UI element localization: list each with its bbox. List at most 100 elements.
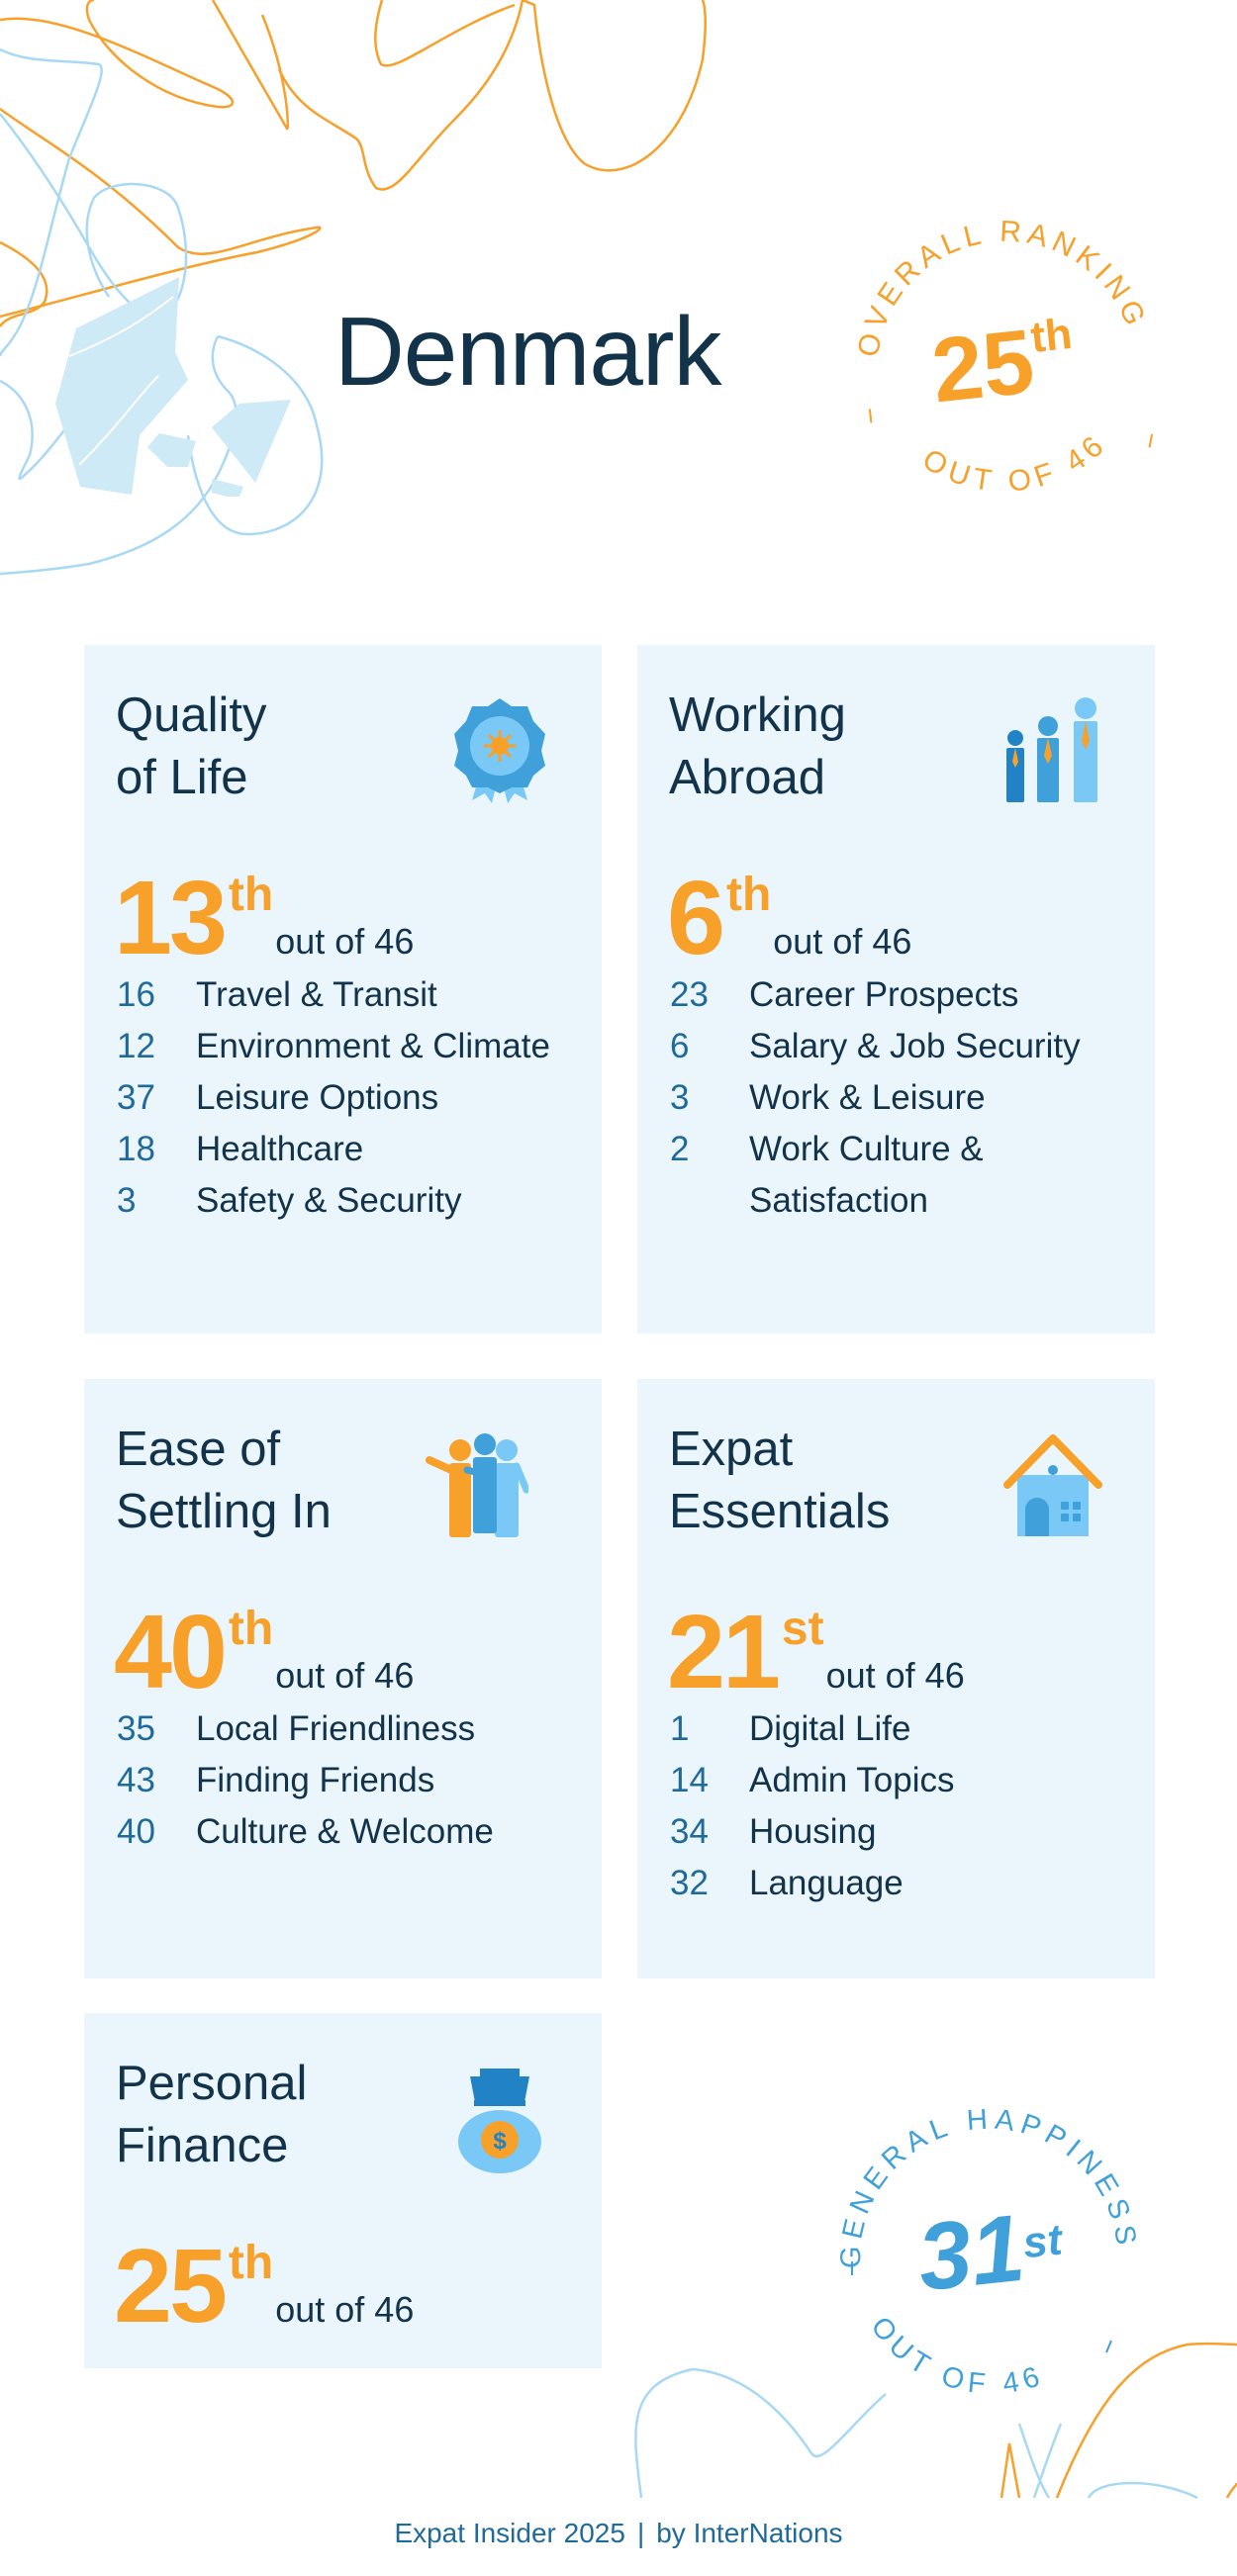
category-rank: 6thout of 46: [667, 843, 911, 1002]
card-title: Working Abroad: [669, 685, 846, 809]
card-title-line: Finance: [116, 2119, 289, 2172]
general-happiness-out-of: OUT OF 46: [864, 2311, 1043, 2401]
footer-separator: |: [636, 2518, 645, 2548]
overall-out-of: OUT OF 46: [914, 424, 1118, 508]
rank-number: 6: [667, 860, 725, 976]
item-label: Safety & Security: [196, 1181, 462, 1220]
country-title: Denmark: [334, 297, 722, 406]
item-label: Culture & Welcome: [196, 1812, 494, 1851]
rank-suffix: st: [781, 1603, 824, 1655]
item-label: Healthcare: [196, 1130, 364, 1168]
category-rank: 40thout of 46: [114, 1577, 414, 1736]
item-label: Language: [749, 1864, 904, 1902]
card-title-line: Settling In: [116, 1485, 332, 1538]
category-rank: 13thout of 46: [114, 843, 414, 1002]
card-title: Personal Finance: [116, 2053, 307, 2177]
list-item: 12 Environment & Climate: [117, 1021, 552, 1072]
item-rank: 2: [670, 1130, 690, 1168]
rank-number: 40: [114, 1594, 228, 1710]
people-group-icon: [426, 1433, 528, 1537]
subcategory-list: 1 Digital Life 14 Admin Topics 34 Housing 3…: [670, 1703, 1105, 1909]
card-title-line: Personal: [116, 2057, 308, 2110]
card-title-line: Essentials: [669, 1485, 891, 1538]
item-label: Admin Topics: [749, 1761, 955, 1799]
list-item: 3 Safety & Security: [117, 1175, 552, 1227]
rank-number: 13: [114, 860, 228, 976]
general-happiness-stamp: GENERAL HAPPINESS OUT OF 46 31st: [835, 2103, 1137, 2401]
item-label: Environment & Climate: [196, 1027, 550, 1065]
overall-rank: 25: [927, 311, 1038, 421]
item-rank: 1: [670, 1709, 690, 1748]
money-bag-icon: $: [458, 2069, 541, 2173]
rank-out-of: out of 46: [275, 921, 415, 962]
list-item: 40 Culture & Welcome: [117, 1806, 552, 1858]
item-rank: 18: [117, 1130, 155, 1168]
list-item: 34 Housing: [670, 1806, 1105, 1858]
denmark-map-icon: [55, 277, 291, 497]
item-rank: 40: [117, 1812, 155, 1851]
item-rank: 3: [670, 1078, 690, 1117]
rank-number: 21: [667, 1594, 781, 1710]
rank-suffix: th: [228, 2237, 274, 2289]
list-item: 35 Local Friendliness: [117, 1703, 552, 1755]
item-rank: 37: [117, 1078, 155, 1117]
award-ribbon-icon: [454, 698, 545, 803]
list-item: 37 Leisure Options: [117, 1072, 552, 1124]
general-happiness-rank-suffix: st: [1020, 2215, 1066, 2267]
card-title-line: Abroad: [669, 751, 826, 804]
rank-suffix: th: [228, 869, 274, 921]
item-label: Finding Friends: [196, 1761, 435, 1799]
item-label: Work Culture & Satisfaction: [749, 1130, 984, 1220]
item-label: Leisure Options: [196, 1078, 439, 1117]
card-title-line: Working: [669, 689, 846, 742]
item-rank: 14: [670, 1761, 709, 1799]
item-rank: 35: [117, 1709, 155, 1748]
category-card-expat-essentials: Expat Essentials 21stout of 46 1 Digital …: [637, 1379, 1155, 1978]
svg-text:31st: 31st: [913, 2190, 1071, 2311]
list-item: 16 Travel & Transit: [117, 969, 552, 1021]
item-rank: 6: [670, 1027, 690, 1065]
list-item: 2 Work Culture & Satisfaction: [670, 1124, 1105, 1227]
item-label: Salary & Job Security: [749, 1027, 1081, 1065]
item-rank: 3: [117, 1181, 137, 1220]
item-label: Career Prospects: [749, 975, 1019, 1014]
list-item: 14 Admin Topics: [670, 1755, 1105, 1806]
card-title: Quality of Life: [116, 685, 267, 809]
svg-text:25th: 25th: [927, 307, 1080, 421]
rank-out-of: out of 46: [275, 2289, 415, 2330]
rank-out-of: out of 46: [825, 1655, 965, 1696]
overall-ranking-stamp: OVERALL RANKING OUT OF 46 25th: [839, 201, 1154, 508]
subcategory-list: 16 Travel & Transit 12 Environment & Clima…: [117, 969, 552, 1227]
general-happiness-rank: 31: [913, 2195, 1029, 2312]
category-card-working-abroad: Working Abroad 6thout of 46 23 Career Pro…: [637, 645, 1155, 1334]
footer-publisher: by InterNations: [656, 2518, 843, 2548]
svg-text:OUT OF 46: OUT OF 46: [864, 2311, 1049, 2401]
item-rank: 34: [670, 1812, 709, 1851]
category-card-personal-finance: Personal Finance $ 25thout of 46: [84, 2013, 602, 2368]
subcategory-list: 35 Local Friendliness 43 Finding Friends 4…: [117, 1703, 552, 1858]
list-item: 23 Career Prospects: [670, 969, 1105, 1021]
item-label: Work & Leisure: [749, 1078, 986, 1117]
footer-source: Expat Insider 2025: [394, 2518, 625, 2548]
rank-suffix: th: [725, 869, 772, 921]
footer-credit: Expat Insider 2025 | by InterNations: [0, 2518, 1237, 2549]
rank-number: 25: [114, 2228, 228, 2345]
list-item: 18 Healthcare: [117, 1124, 552, 1175]
item-rank: 23: [670, 975, 709, 1014]
item-rank: 43: [117, 1761, 155, 1799]
category-card-ease-of-settling-in: Ease of Settling In 40thout of 46 35 Loca…: [84, 1379, 602, 1978]
list-item: 6 Salary & Job Security: [670, 1021, 1105, 1072]
svg-text:OUT OF 46: OUT OF 46: [914, 424, 1118, 508]
subcategory-list: 23 Career Prospects 6 Salary & Job Securit…: [670, 969, 1105, 1227]
item-label: Local Friendliness: [196, 1709, 476, 1748]
rank-out-of: out of 46: [773, 921, 912, 962]
house-icon: [1003, 1434, 1102, 1536]
overall-rank-suffix: th: [1028, 310, 1074, 362]
list-item: 43 Finding Friends: [117, 1755, 552, 1806]
card-title-line: Expat: [669, 1423, 794, 1476]
card-title-line: of Life: [116, 751, 248, 804]
list-item: 32 Language: [670, 1858, 1105, 1909]
card-title-line: Ease of: [116, 1423, 281, 1476]
item-rank: 12: [117, 1027, 155, 1065]
item-label: Travel & Transit: [196, 975, 437, 1014]
